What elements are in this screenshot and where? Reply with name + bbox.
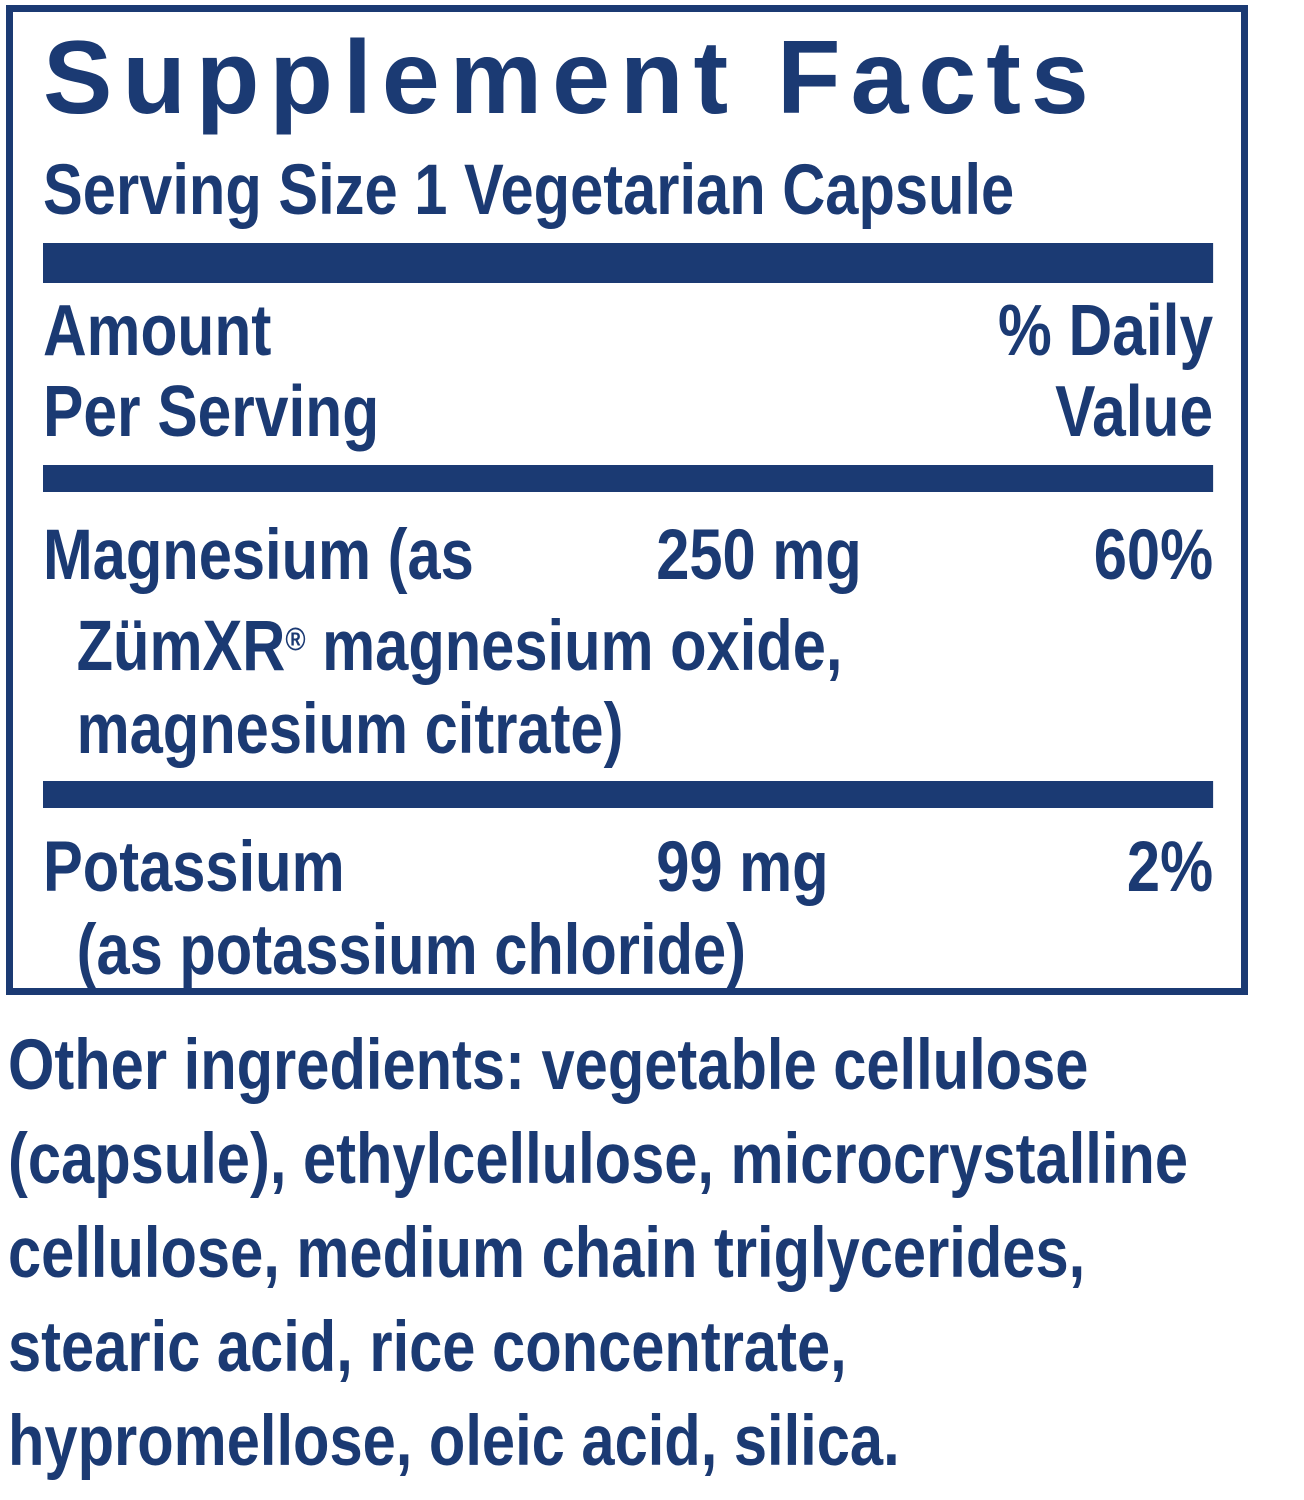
panel-content: Serving Size 1 Vegetarian Capsule Amount… bbox=[43, 151, 1214, 991]
panel-title: Supplement Facts bbox=[43, 20, 1099, 136]
ingredient-name-continued: (as potassium chloride) bbox=[76, 911, 747, 991]
ingredient-row-magnesium: Magnesium (as 250 mg 60% ZümXR® magnesiu… bbox=[43, 514, 1213, 771]
divider-bar-top bbox=[43, 243, 1214, 283]
registered-trademark-icon: ® bbox=[285, 620, 306, 657]
column-header-amount: Amount Per Serving bbox=[43, 291, 379, 453]
other-ingredients-line: stearic acid, rice concentrate, bbox=[8, 1308, 847, 1387]
ingredient-row-line: Potassium 99 mg 2% bbox=[43, 826, 1213, 909]
ingredient-name: Potassium bbox=[43, 828, 345, 908]
ingredient-name-continued: magnesium citrate) bbox=[76, 690, 624, 770]
ingredient-row-potassium: Potassium 99 mg 2% (as potassium chlorid… bbox=[43, 826, 1213, 991]
ingredient-amount: 99 mg bbox=[656, 828, 829, 908]
ingredient-name-brand: ZümXR bbox=[76, 607, 286, 687]
divider-bar-middle bbox=[43, 781, 1214, 809]
column-header-amount-line2: Per Serving bbox=[43, 372, 380, 452]
ingredient-name: Magnesium (as bbox=[43, 516, 474, 595]
column-header-daily-value: % Daily Value bbox=[998, 291, 1213, 453]
divider-bar-header bbox=[43, 465, 1214, 492]
ingredient-amount: 250 mg bbox=[656, 516, 862, 595]
other-ingredients-line: hypromellose, oleic acid, silica. bbox=[8, 1402, 900, 1481]
supplement-facts-panel: Supplement Facts Serving Size 1 Vegetari… bbox=[6, 5, 1248, 995]
other-ingredients-line: Other ingredients: vegetable cellulose bbox=[8, 1026, 1089, 1105]
ingredient-daily-value: 60% bbox=[1093, 516, 1214, 595]
other-ingredients-paragraph: Other ingredients: vegetable cellulose (… bbox=[8, 1019, 1296, 1489]
column-header-daily-value-line1: % Daily bbox=[997, 291, 1214, 371]
serving-size: Serving Size 1 Vegetarian Capsule bbox=[43, 151, 1015, 230]
ingredient-daily-value: 2% bbox=[1126, 828, 1214, 908]
column-headers: Amount Per Serving % Daily Value bbox=[43, 291, 1213, 453]
ingredient-row-line: Magnesium (as 250 mg 60% bbox=[43, 514, 1213, 597]
column-header-amount-line1: Amount bbox=[43, 291, 272, 371]
other-ingredients-line: (capsule), ethylcellulose, microcrystall… bbox=[8, 1120, 1189, 1199]
column-header-daily-value-line2: Value bbox=[1055, 372, 1214, 452]
ingredient-name-continued: ZümXR® magnesium oxide, bbox=[43, 597, 1213, 688]
ingredient-name-brand-rest: magnesium oxide, bbox=[305, 607, 843, 687]
other-ingredients-line: cellulose, medium chain triglycerides, bbox=[8, 1214, 1086, 1293]
